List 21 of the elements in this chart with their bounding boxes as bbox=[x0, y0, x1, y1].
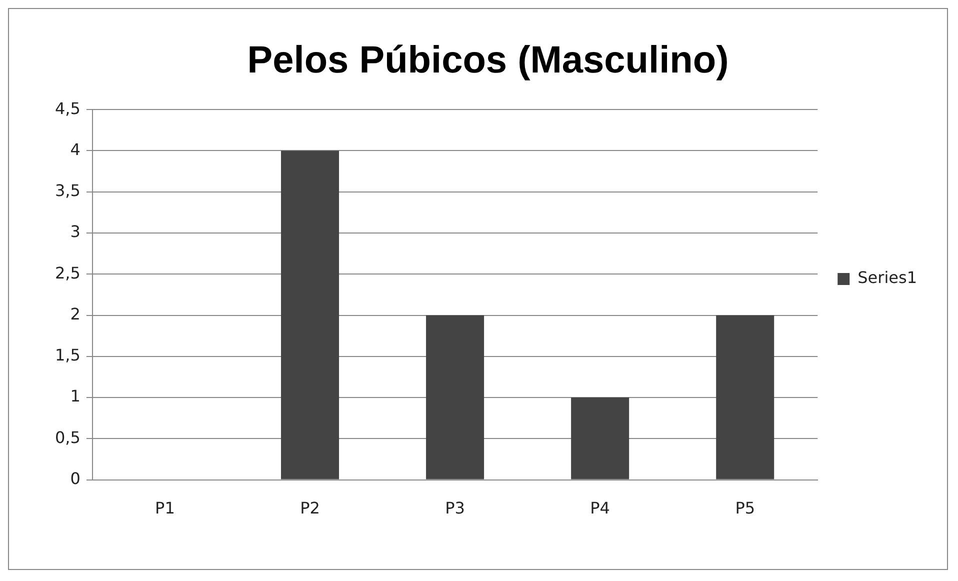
x-tick-label: P4 bbox=[590, 498, 610, 518]
x-tick-label: P5 bbox=[735, 498, 756, 518]
y-tick-label: 2,5 bbox=[54, 263, 80, 282]
x-tick-label: P1 bbox=[155, 498, 175, 518]
y-tick-label: 0 bbox=[70, 468, 80, 488]
y-tick-label: 3,5 bbox=[54, 181, 80, 200]
y-tick-label: 1 bbox=[70, 386, 80, 406]
x-tick-label: P2 bbox=[300, 498, 320, 518]
legend-label: Series1 bbox=[858, 268, 918, 288]
x-tick-label: P3 bbox=[445, 498, 465, 518]
y-tick-label: 2 bbox=[70, 304, 80, 324]
bar bbox=[716, 315, 774, 480]
y-tick-label: 1,5 bbox=[54, 346, 80, 365]
y-tick-label: 3 bbox=[70, 222, 80, 242]
y-tick-label: 4 bbox=[70, 140, 80, 159]
y-tick-label: 4,5 bbox=[54, 98, 80, 118]
bar bbox=[280, 150, 340, 480]
chart-title: Pelos Púbicos (Masculino) bbox=[247, 39, 729, 82]
y-tick-label: 0,5 bbox=[54, 428, 80, 447]
bar bbox=[426, 315, 484, 480]
bar bbox=[571, 398, 630, 480]
